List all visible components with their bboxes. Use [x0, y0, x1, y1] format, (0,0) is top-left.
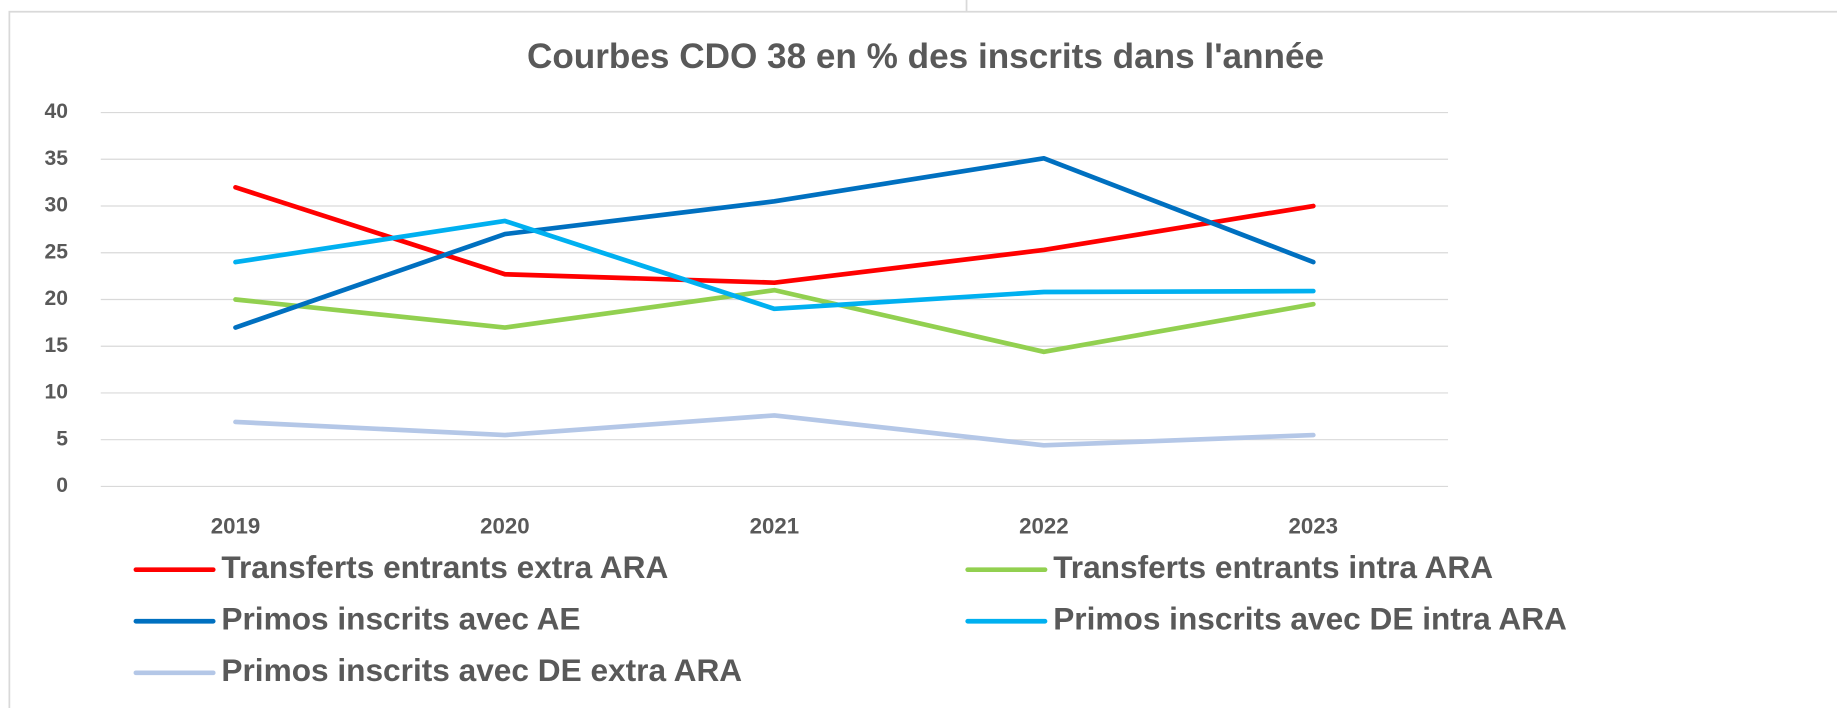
y-tick-label: 30	[45, 194, 68, 217]
series-line	[233, 155, 1316, 330]
x-tick-label: 2022	[1019, 513, 1068, 538]
legend-label: Transferts entrants intra ARA	[1053, 549, 1493, 585]
legend-label: Primos inscrits avec DE intra ARA	[1053, 601, 1567, 637]
legend-label: Primos inscrits avec DE extra ARA	[221, 652, 742, 688]
y-tick-label: 5	[56, 427, 68, 450]
y-tick-label: 15	[45, 334, 69, 357]
x-tick-label: 2020	[480, 513, 529, 538]
x-tick-label: 2019	[211, 513, 260, 538]
y-tick-label: 35	[45, 147, 69, 170]
series-line	[233, 287, 1316, 355]
y-tick-label: 40	[45, 100, 68, 123]
series-line	[233, 184, 1316, 286]
y-tick-label: 25	[45, 240, 69, 263]
y-tick-label: 20	[45, 287, 68, 310]
series-line	[233, 413, 1316, 448]
chart-border	[8, 10, 1837, 708]
legend-label: Transferts entrants extra ARA	[221, 549, 668, 585]
x-tick-label: 2023	[1289, 513, 1338, 538]
series-line	[233, 218, 1316, 312]
y-tick-label: 0	[56, 474, 68, 497]
y-tick-label: 10	[45, 381, 68, 404]
x-tick-label: 2021	[750, 513, 799, 538]
chart-title: Courbes CDO 38 en % des inscrits dans l'…	[527, 37, 1324, 76]
legend-label: Primos inscrits avec AE	[221, 601, 580, 637]
